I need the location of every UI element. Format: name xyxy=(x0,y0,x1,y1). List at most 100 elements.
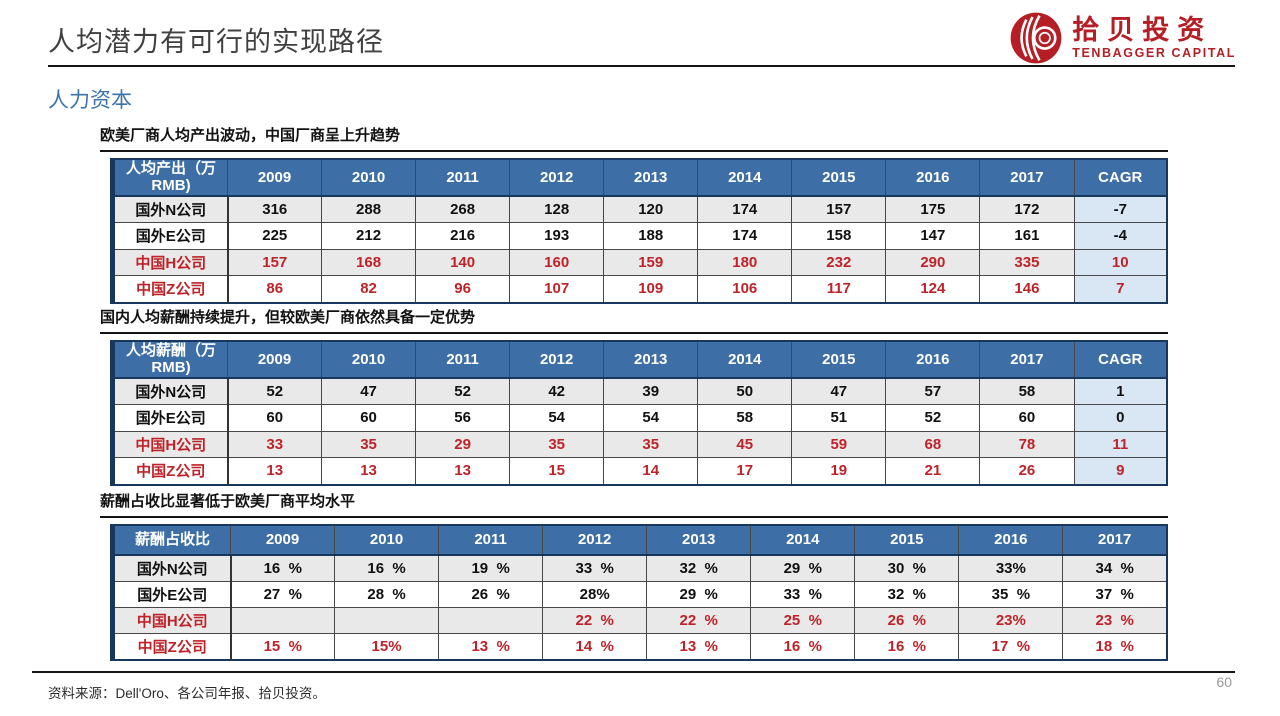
year-column-header: 2014 xyxy=(697,340,793,379)
value-cell: 23% xyxy=(958,607,1064,634)
company-row-label: 中国Z公司 xyxy=(112,457,229,485)
year-column-header: 2015 xyxy=(791,340,887,379)
page-title: 人均潜力有可行的实现路径 xyxy=(48,27,384,57)
value-cell: 117 xyxy=(791,275,887,303)
company-row-label: 中国Z公司 xyxy=(112,633,232,661)
year-column-header: 2010 xyxy=(321,158,417,197)
value-cell: 28% xyxy=(542,581,648,608)
value-cell: 35 % xyxy=(958,581,1064,608)
value-cell: 174 xyxy=(697,222,793,250)
value-cell: 26 % xyxy=(438,581,544,608)
table-row: 中国H公司 22 % 22 % 25 % 26 % 23% 23 % xyxy=(112,607,1168,634)
year-column-header: 2012 xyxy=(542,524,648,556)
company-row-label: 中国H公司 xyxy=(112,430,229,458)
value-cell: 158 xyxy=(791,222,887,250)
section-per-capita-salary: 国内人均薪酬持续提升，但较欧美厂商依然具备一定优势 人均薪酬（万RMB) 2009… xyxy=(100,306,1168,486)
value-cell: 17 xyxy=(697,457,793,485)
company-row-label: 国外E公司 xyxy=(112,581,232,608)
value-cell: 58 xyxy=(979,377,1075,405)
value-cell xyxy=(438,607,544,634)
value-cell: 82 xyxy=(321,275,417,303)
year-column-header: 2015 xyxy=(854,524,960,556)
value-cell: 35 xyxy=(321,430,417,458)
salary-to-revenue-ratio-table: 薪酬占收比 2009 2010 2011 2012 2013 2014 2015 2016 201… xyxy=(110,524,1168,661)
value-cell: 15% xyxy=(334,633,440,661)
value-cell: 225 xyxy=(226,222,323,250)
table-caption: 薪酬占收比显著低于欧美厂商平均水平 xyxy=(100,490,1168,518)
tenbagger-shell-icon xyxy=(1010,12,1062,64)
value-cell: 13 xyxy=(321,457,417,485)
value-cell: 14 xyxy=(603,457,699,485)
value-cell: 52 xyxy=(415,377,511,405)
cagr-cell: 7 xyxy=(1073,275,1168,303)
table-caption: 国内人均薪酬持续提升，但较欧美厂商依然具备一定优势 xyxy=(100,306,1168,334)
value-cell: 54 xyxy=(509,404,605,432)
company-row-label: 国外N公司 xyxy=(112,377,229,405)
value-cell: 29 % xyxy=(750,554,856,582)
section-per-capita-output: 欧美厂商人均产出波动，中国厂商呈上升趋势 人均产出（万RMB) 2009 2010 2… xyxy=(100,124,1168,304)
year-column-header: 2013 xyxy=(603,158,699,197)
value-cell: 15 xyxy=(509,457,605,485)
value-cell: 28 % xyxy=(334,581,440,608)
year-column-header: 2009 xyxy=(229,524,336,556)
table-row: 中国H公司 33 35 29 35 35 45 59 68 78 11 xyxy=(112,430,1168,458)
value-cell: 19 % xyxy=(438,554,544,582)
value-cell: 290 xyxy=(885,248,981,276)
year-column-header: 2012 xyxy=(509,158,605,197)
page-number: 60 xyxy=(1216,674,1232,690)
value-cell xyxy=(229,607,336,634)
value-cell: 146 xyxy=(979,275,1075,303)
per-capita-salary-table: 人均薪酬（万RMB) 2009 2010 2011 2012 2013 2014 2015 20… xyxy=(110,340,1168,486)
value-cell: 35 xyxy=(603,430,699,458)
cagr-cell: 0 xyxy=(1073,404,1168,432)
company-row-label: 国外E公司 xyxy=(112,222,229,250)
cagr-cell: 9 xyxy=(1073,457,1168,485)
year-column-header: 2016 xyxy=(958,524,1064,556)
value-cell: 16 % xyxy=(750,633,856,661)
value-cell: 124 xyxy=(885,275,981,303)
value-cell: 30 % xyxy=(854,554,960,582)
value-cell: 21 xyxy=(885,457,981,485)
value-cell: 59 xyxy=(791,430,887,458)
footer-divider xyxy=(32,671,1235,673)
company-row-label: 国外E公司 xyxy=(112,404,229,432)
value-cell: 39 xyxy=(603,377,699,405)
value-cell: 52 xyxy=(226,377,323,405)
value-cell: 180 xyxy=(697,248,793,276)
value-cell: 147 xyxy=(885,222,981,250)
value-cell: 16 % xyxy=(229,554,336,582)
value-cell: 288 xyxy=(321,195,417,223)
value-cell xyxy=(334,607,440,634)
company-row-label: 中国H公司 xyxy=(112,248,229,276)
value-cell: 335 xyxy=(979,248,1075,276)
value-cell: 45 xyxy=(697,430,793,458)
year-column-header: 2009 xyxy=(226,340,323,379)
table-row: 国外E公司 225 212 216 193 188 174 158 147 161 -4 xyxy=(112,222,1168,250)
value-cell: 16 % xyxy=(334,554,440,582)
value-cell: 33 xyxy=(226,430,323,458)
cagr-cell: 11 xyxy=(1073,430,1168,458)
year-column-header: 2016 xyxy=(885,340,981,379)
year-column-header: 2014 xyxy=(697,158,793,197)
value-cell: 37 % xyxy=(1062,581,1168,608)
value-cell: 50 xyxy=(697,377,793,405)
value-cell: 22 % xyxy=(542,607,648,634)
company-row-label: 中国H公司 xyxy=(112,607,232,634)
source-note: 资料来源：Dell'Oro、各公司年报、拾贝投资。 xyxy=(48,686,326,701)
value-cell: 57 xyxy=(885,377,981,405)
year-column-header: 2016 xyxy=(885,158,981,197)
value-cell: 216 xyxy=(415,222,511,250)
value-cell: 26 % xyxy=(854,607,960,634)
year-column-header: 2009 xyxy=(226,158,323,197)
cagr-column-header: CAGR xyxy=(1073,340,1168,379)
table-row: 国外N公司 52 47 52 42 39 50 47 57 58 1 xyxy=(112,377,1168,405)
cagr-cell: -7 xyxy=(1073,195,1168,223)
value-cell: 51 xyxy=(791,404,887,432)
table-row: 中国Z公司 13 13 13 15 14 17 19 21 26 9 xyxy=(112,457,1168,485)
value-cell: 120 xyxy=(603,195,699,223)
year-column-header: 2014 xyxy=(750,524,856,556)
cagr-cell: 1 xyxy=(1073,377,1168,405)
row-header-label: 人均薪酬（万RMB) xyxy=(112,340,228,379)
value-cell: 54 xyxy=(603,404,699,432)
logo-name-cn: 拾贝投资 xyxy=(1072,15,1213,46)
